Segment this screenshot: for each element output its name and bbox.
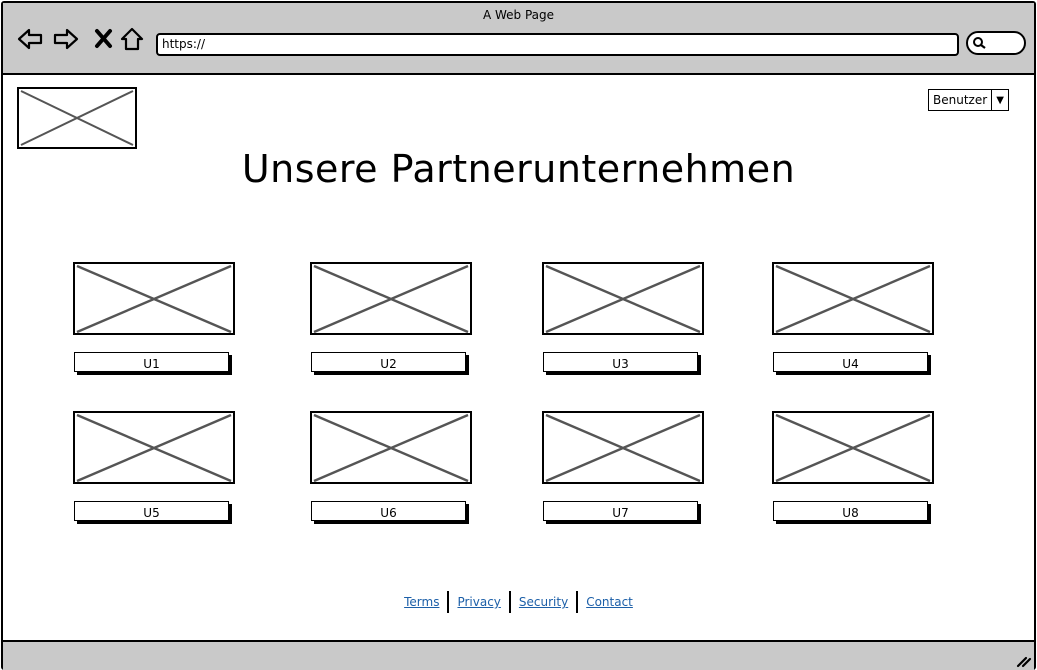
company-card: U1 <box>73 262 237 372</box>
footer-link-security[interactable]: Security <box>511 591 579 613</box>
page-title: Unsere Partnerunternehmen <box>241 147 796 191</box>
company-button-u3[interactable]: U3 <box>543 352 698 372</box>
company-card: U8 <box>772 411 936 521</box>
company-image-placeholder <box>73 411 235 484</box>
user-dropdown-label: Benutzer <box>933 93 988 107</box>
company-image-placeholder <box>772 411 934 484</box>
logo-image-placeholder <box>17 87 137 149</box>
company-button-u1[interactable]: U1 <box>74 352 229 372</box>
resize-grip-icon[interactable] <box>1014 650 1032 668</box>
company-button-u7[interactable]: U7 <box>543 501 698 521</box>
company-button-u5[interactable]: U5 <box>74 501 229 521</box>
search-icon <box>973 37 986 49</box>
company-button-u4[interactable]: U4 <box>773 352 928 372</box>
footer-link-contact[interactable]: Contact <box>586 595 633 609</box>
footer-link-privacy[interactable]: Privacy <box>449 591 511 613</box>
company-card: U7 <box>542 411 706 521</box>
home-icon[interactable] <box>118 25 146 53</box>
company-button-u8[interactable]: U8 <box>773 501 928 521</box>
forward-arrow-icon[interactable] <box>52 25 80 53</box>
chevron-down-icon: ▼ <box>991 90 1008 110</box>
back-arrow-icon[interactable] <box>16 25 44 53</box>
close-x-icon[interactable] <box>90 25 118 53</box>
company-card: U4 <box>772 262 936 372</box>
company-card: U2 <box>310 262 474 372</box>
company-button-u2[interactable]: U2 <box>311 352 466 372</box>
browser-chrome: A Web Page <box>3 3 1034 75</box>
company-image-placeholder <box>310 411 472 484</box>
user-dropdown[interactable]: Benutzer ▼ <box>928 89 1010 111</box>
company-image-placeholder <box>772 262 934 335</box>
search-button[interactable] <box>966 31 1026 55</box>
company-image-placeholder <box>542 411 704 484</box>
status-bar <box>3 640 1034 670</box>
window-title: A Web Page <box>482 8 555 22</box>
company-button-u6[interactable]: U6 <box>311 501 466 521</box>
company-image-placeholder <box>310 262 472 335</box>
url-input[interactable] <box>156 33 959 56</box>
company-card: U5 <box>73 411 237 521</box>
footer-link-terms[interactable]: Terms <box>396 591 450 613</box>
company-card: U3 <box>542 262 706 372</box>
company-card: U6 <box>310 411 474 521</box>
footer-links: Terms Privacy Security Contact <box>3 591 1034 613</box>
company-image-placeholder <box>542 262 704 335</box>
company-image-placeholder <box>73 262 235 335</box>
